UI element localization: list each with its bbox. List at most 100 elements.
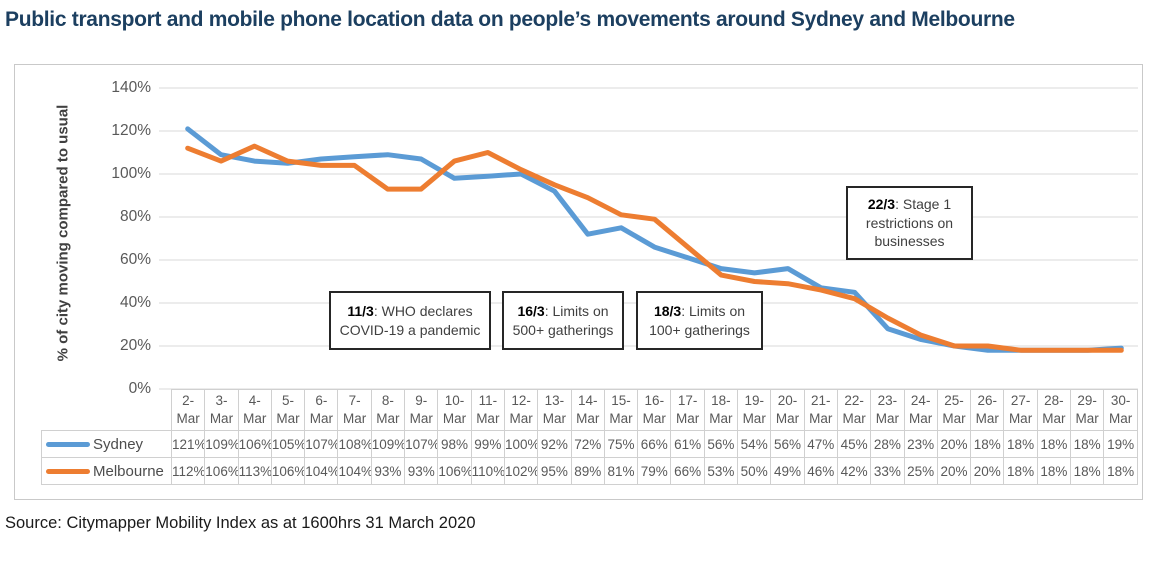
date-header-cell: 10- Mar — [437, 389, 472, 431]
date-day: 22- — [844, 392, 864, 408]
value-cell: 93% — [370, 457, 406, 485]
value-cell: 106% — [270, 457, 306, 485]
series-label: Melbourne — [93, 462, 164, 480]
date-header-cell: 19- Mar — [737, 389, 772, 431]
annotation-date: 11/3 — [347, 302, 374, 319]
date-month: Mar — [775, 411, 800, 426]
date-header-cell: 21- Mar — [803, 389, 838, 431]
value-cell: 49% — [770, 457, 805, 485]
date-month: Mar — [209, 411, 234, 426]
date-day: 25- — [944, 392, 964, 408]
value-cell: 106% — [237, 430, 272, 458]
value-cell: 18% — [1036, 430, 1072, 458]
data-table: 2- Mar 3- Mar 4- Mar 5- Mar 6- Mar 7- Mar 8- Mar 9- Mar… — [41, 389, 1138, 485]
date-month: Mar — [675, 411, 700, 426]
melbourne-line — [185, 143, 1124, 353]
date-header-cell: 14- Mar — [570, 389, 605, 431]
date-day: 12- — [511, 392, 531, 408]
date-day: 30- — [1110, 392, 1131, 408]
date-day: 23- — [877, 392, 898, 408]
date-day: 21- — [811, 392, 831, 408]
date-header-cell: 6- Mar — [304, 389, 339, 431]
y-tick-label: 40% — [119, 294, 151, 311]
value-cell: 104% — [337, 457, 372, 485]
date-month: Mar — [576, 411, 600, 426]
date-header-cell: 25- Mar — [936, 389, 972, 431]
date-header-cell: 18- Mar — [703, 389, 739, 431]
date-header-cell: 26- Mar — [970, 389, 1005, 431]
date-header-cell: 29- Mar — [1070, 389, 1105, 431]
y-tick-label: 100% — [111, 165, 151, 182]
value-cell: 18% — [970, 430, 1005, 458]
date-month: Mar — [942, 411, 966, 426]
date-day: 28- — [1044, 392, 1064, 408]
date-day: 8- — [381, 392, 394, 408]
date-day: 20- — [777, 392, 798, 408]
value-cell: 109% — [370, 430, 406, 458]
value-cell: 100% — [503, 430, 539, 458]
value-cell: 81% — [603, 457, 639, 485]
melbourne-legend-line-icon — [46, 468, 90, 474]
value-cell: 46% — [803, 457, 838, 485]
y-tick-label: 20% — [119, 337, 151, 354]
value-cell: 20% — [936, 457, 972, 485]
date-month: Mar — [1109, 411, 1133, 426]
date-day: 14- — [577, 392, 598, 408]
value-cell: 93% — [404, 457, 439, 485]
annotation-text: 11/3: WHO declares COVID-19 a pandemic — [339, 302, 481, 338]
date-month: Mar — [442, 411, 467, 426]
table-corner-cell — [42, 390, 172, 431]
value-cell: 18% — [1070, 430, 1105, 458]
date-day: 13- — [544, 392, 565, 408]
series-row-sydney: Sydney 121% 109% 106% 105% 107% 108% 109% 107% 98… — [41, 430, 1138, 458]
value-cell: 18% — [1103, 457, 1138, 485]
value-cell: 45% — [836, 430, 872, 458]
value-cell: 18% — [1070, 457, 1105, 485]
date-header-cell: 12- Mar — [503, 389, 539, 431]
date-month: Mar — [709, 411, 733, 426]
value-cell: 20% — [970, 457, 1005, 485]
date-month: Mar — [409, 411, 433, 426]
value-cell: 89% — [570, 457, 605, 485]
value-cell: 75% — [603, 430, 639, 458]
value-cell: 19% — [1103, 430, 1138, 458]
series-label: Sydney — [93, 435, 144, 453]
value-cell: 109% — [204, 430, 239, 458]
date-day: 2- — [182, 392, 195, 408]
value-cell: 66% — [670, 457, 705, 485]
value-cell: 92% — [537, 430, 572, 458]
date-header-cell: 15- Mar — [603, 389, 639, 431]
date-month: Mar — [842, 411, 866, 426]
value-cell: 107% — [404, 430, 439, 458]
date-header-cell: 13- Mar — [537, 389, 572, 431]
chart-frame: % of city moving compared to usual 0% 20%… — [14, 64, 1143, 500]
date-header-cell: 8- Mar — [370, 389, 406, 431]
value-cell: 95% — [537, 457, 572, 485]
date-header-cell: 2- Mar — [170, 389, 206, 431]
legend-cell-melbourne: Melbourne — [41, 457, 172, 485]
date-day: 24- — [910, 392, 931, 408]
date-month: Mar — [376, 411, 400, 426]
date-month: Mar — [276, 411, 300, 426]
value-cell: 72% — [570, 430, 605, 458]
date-header-cell: 24- Mar — [903, 389, 938, 431]
y-tick-label: 140% — [111, 79, 151, 96]
date-header-cell: 28- Mar — [1036, 389, 1072, 431]
annotation-date: 18/3 — [653, 302, 682, 319]
date-month: Mar — [476, 411, 500, 426]
value-cell: 20% — [936, 430, 972, 458]
date-month: Mar — [309, 411, 333, 426]
value-cell: 99% — [470, 430, 505, 458]
value-cell: 18% — [1003, 430, 1038, 458]
date-day: 7- — [348, 392, 361, 408]
date-header-cell: 27- Mar — [1003, 389, 1038, 431]
value-cell: 18% — [1036, 457, 1072, 485]
annotation-text: 22/3: Stage 1 restrictions on businesses — [865, 195, 954, 250]
date-day: 19- — [744, 392, 764, 408]
value-cell: 113% — [237, 457, 272, 485]
annotation-box-16-3: 16/3: Limits on 500+ gatherings — [502, 291, 624, 350]
date-header-row: 2- Mar 3- Mar 4- Mar 5- Mar 6- Mar 7- Mar 8- Mar 9- Mar… — [42, 389, 1138, 431]
value-cell: 104% — [304, 457, 339, 485]
annotation-text: 18/3: Limits on 100+ gatherings — [649, 302, 750, 338]
y-tick-label: 80% — [119, 208, 151, 225]
